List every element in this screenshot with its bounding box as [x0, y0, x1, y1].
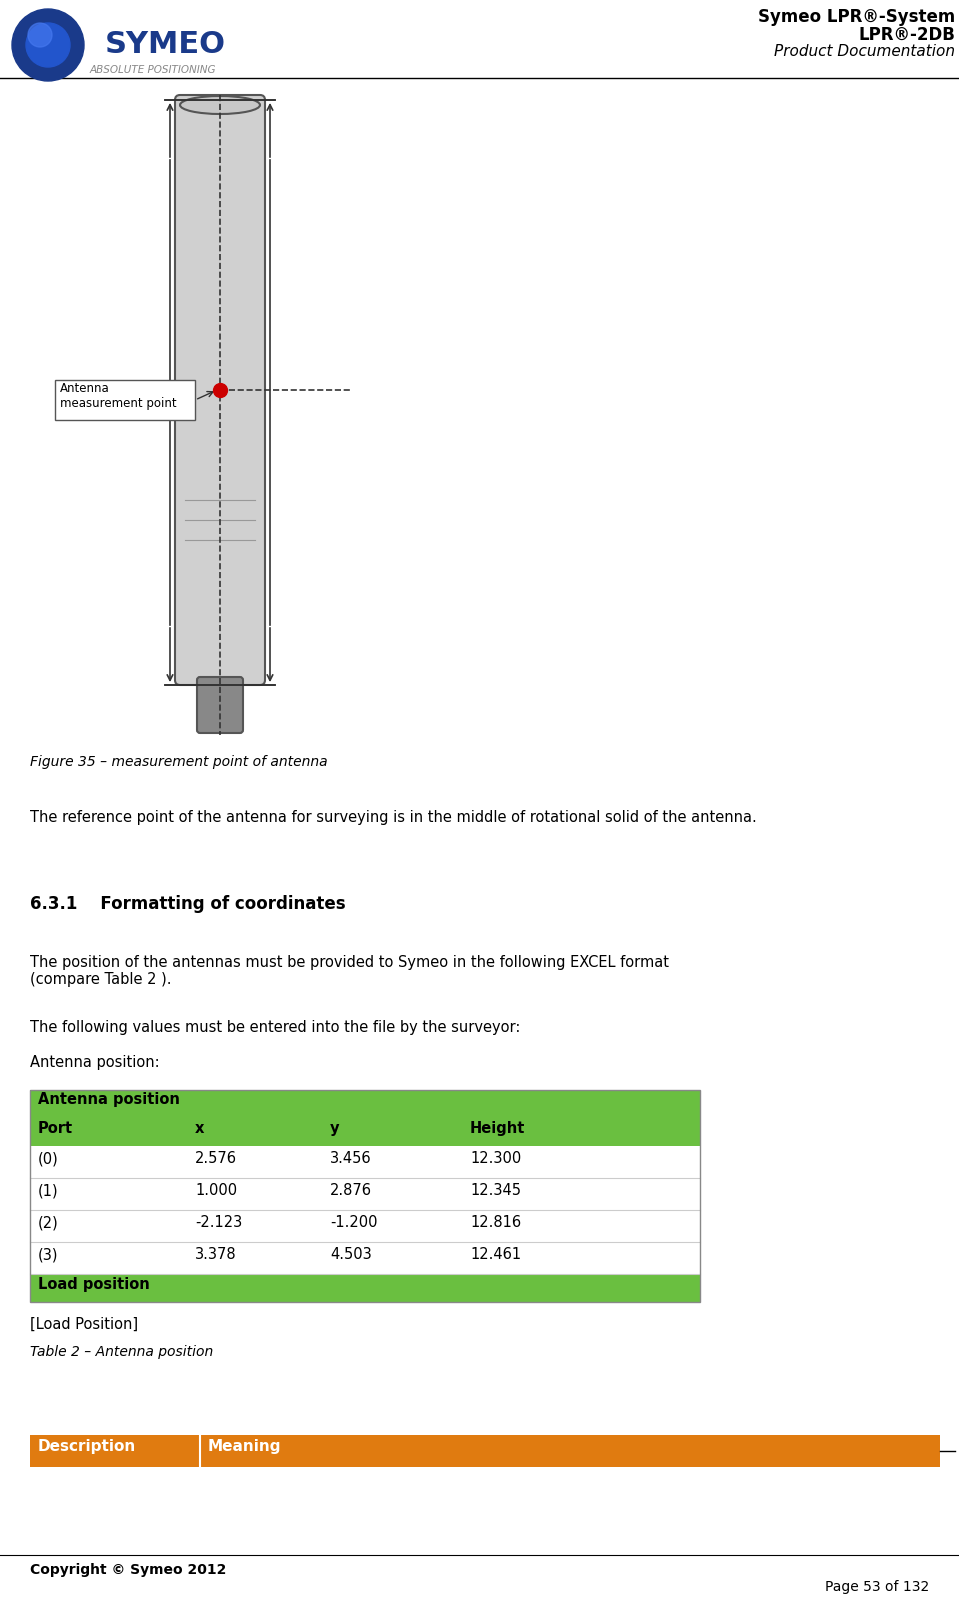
Text: Load position: Load position: [38, 1277, 150, 1293]
Text: ABSOLUTE POSITIONING: ABSOLUTE POSITIONING: [90, 66, 217, 75]
Text: Antenna
measurement point: Antenna measurement point: [60, 382, 176, 411]
FancyBboxPatch shape: [30, 1242, 700, 1274]
Text: Antenna position: Antenna position: [38, 1091, 180, 1107]
FancyBboxPatch shape: [55, 380, 195, 420]
Text: Table 2 – Antenna position: Table 2 – Antenna position: [30, 1346, 213, 1358]
Text: 12.816: 12.816: [470, 1214, 521, 1230]
Text: 3.456: 3.456: [330, 1151, 372, 1167]
Text: LPR®-2DB: LPR®-2DB: [858, 26, 955, 45]
Text: (3): (3): [38, 1246, 58, 1262]
Text: y: y: [330, 1122, 339, 1136]
FancyBboxPatch shape: [30, 1119, 700, 1146]
Text: Page 53 of 132: Page 53 of 132: [825, 1580, 929, 1593]
Text: Figure 35 – measurement point of antenna: Figure 35 – measurement point of antenna: [30, 754, 328, 769]
Text: (0): (0): [38, 1151, 58, 1167]
Text: 3.378: 3.378: [195, 1246, 237, 1262]
Circle shape: [12, 10, 84, 81]
Text: SYMEO: SYMEO: [105, 30, 226, 59]
FancyBboxPatch shape: [30, 1146, 700, 1178]
Text: The position of the antennas must be provided to Symeo in the following EXCEL fo: The position of the antennas must be pro…: [30, 956, 669, 988]
Text: 12.345: 12.345: [470, 1183, 521, 1198]
Text: (1): (1): [38, 1183, 58, 1198]
Text: (2): (2): [38, 1214, 58, 1230]
Text: 1.000: 1.000: [195, 1183, 237, 1198]
FancyBboxPatch shape: [30, 1090, 700, 1119]
FancyBboxPatch shape: [30, 1210, 700, 1242]
Text: -2.123: -2.123: [195, 1214, 243, 1230]
FancyBboxPatch shape: [30, 1178, 700, 1210]
Circle shape: [28, 22, 52, 46]
FancyBboxPatch shape: [197, 678, 243, 733]
Text: Height: Height: [470, 1122, 526, 1136]
FancyBboxPatch shape: [175, 94, 265, 686]
Text: Port: Port: [38, 1122, 73, 1136]
Text: Description: Description: [38, 1440, 136, 1454]
Text: 4.503: 4.503: [330, 1246, 372, 1262]
Text: Meaning: Meaning: [208, 1440, 282, 1454]
Circle shape: [26, 22, 70, 67]
Text: 6.3.1    Formatting of coordinates: 6.3.1 Formatting of coordinates: [30, 895, 345, 912]
Text: 12.300: 12.300: [470, 1151, 522, 1167]
Text: The following values must be entered into the file by the surveyor:: The following values must be entered int…: [30, 1020, 521, 1036]
Text: Symeo LPR®-System: Symeo LPR®-System: [758, 8, 955, 26]
Text: Antenna position:: Antenna position:: [30, 1055, 159, 1071]
Text: [Load Position]: [Load Position]: [30, 1317, 138, 1333]
Text: 2.876: 2.876: [330, 1183, 372, 1198]
Text: Copyright © Symeo 2012: Copyright © Symeo 2012: [30, 1563, 226, 1577]
Bar: [30, 1090, 700, 1302]
Text: -1.200: -1.200: [330, 1214, 378, 1230]
Text: The reference point of the antenna for surveying is in the middle of rotational : The reference point of the antenna for s…: [30, 810, 757, 825]
Ellipse shape: [180, 96, 260, 113]
Text: Product Documentation: Product Documentation: [774, 45, 955, 59]
Text: x: x: [195, 1122, 204, 1136]
FancyBboxPatch shape: [30, 1435, 940, 1467]
Text: 12.461: 12.461: [470, 1246, 521, 1262]
FancyBboxPatch shape: [30, 1274, 700, 1302]
Text: 2.576: 2.576: [195, 1151, 237, 1167]
